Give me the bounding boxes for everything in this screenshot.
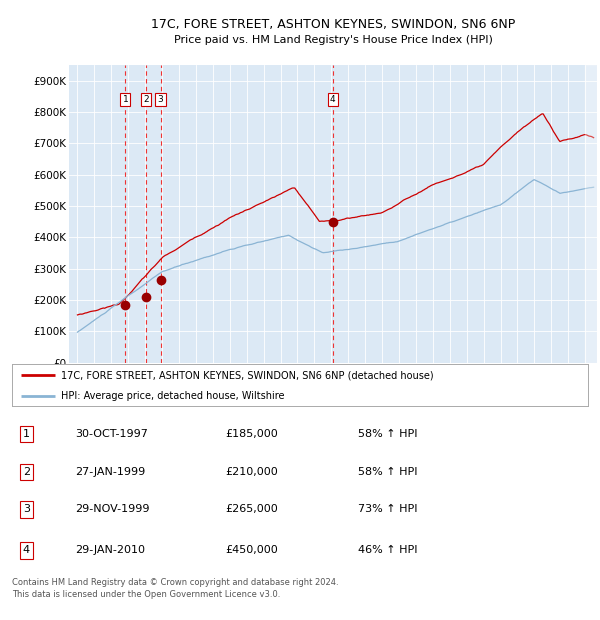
Text: 29-NOV-1999: 29-NOV-1999 xyxy=(76,505,150,515)
Text: 17C, FORE STREET, ASHTON KEYNES, SWINDON, SN6 6NP (detached house): 17C, FORE STREET, ASHTON KEYNES, SWINDON… xyxy=(61,370,434,380)
Text: 3: 3 xyxy=(23,505,30,515)
Text: 30-OCT-1997: 30-OCT-1997 xyxy=(76,429,148,439)
Text: £265,000: £265,000 xyxy=(225,505,278,515)
Text: 2: 2 xyxy=(143,95,149,104)
Text: 17C, FORE STREET, ASHTON KEYNES, SWINDON, SN6 6NP: 17C, FORE STREET, ASHTON KEYNES, SWINDON… xyxy=(151,19,515,31)
Text: 46% ↑ HPI: 46% ↑ HPI xyxy=(358,546,417,556)
Text: 29-JAN-2010: 29-JAN-2010 xyxy=(76,546,145,556)
Text: Price paid vs. HM Land Registry's House Price Index (HPI): Price paid vs. HM Land Registry's House … xyxy=(173,35,493,45)
Text: 73% ↑ HPI: 73% ↑ HPI xyxy=(358,505,417,515)
Text: HPI: Average price, detached house, Wiltshire: HPI: Average price, detached house, Wilt… xyxy=(61,391,284,401)
Text: Contains HM Land Registry data © Crown copyright and database right 2024.
This d: Contains HM Land Registry data © Crown c… xyxy=(12,578,338,599)
Text: 1: 1 xyxy=(122,95,128,104)
Text: £450,000: £450,000 xyxy=(225,546,278,556)
Text: 58% ↑ HPI: 58% ↑ HPI xyxy=(358,467,417,477)
Text: 27-JAN-1999: 27-JAN-1999 xyxy=(76,467,146,477)
Text: 58% ↑ HPI: 58% ↑ HPI xyxy=(358,429,417,439)
Text: 2: 2 xyxy=(23,467,30,477)
Text: 4: 4 xyxy=(23,546,30,556)
Text: 4: 4 xyxy=(330,95,335,104)
Text: £185,000: £185,000 xyxy=(225,429,278,439)
Text: 3: 3 xyxy=(158,95,163,104)
Text: £210,000: £210,000 xyxy=(225,467,278,477)
Text: 1: 1 xyxy=(23,429,30,439)
